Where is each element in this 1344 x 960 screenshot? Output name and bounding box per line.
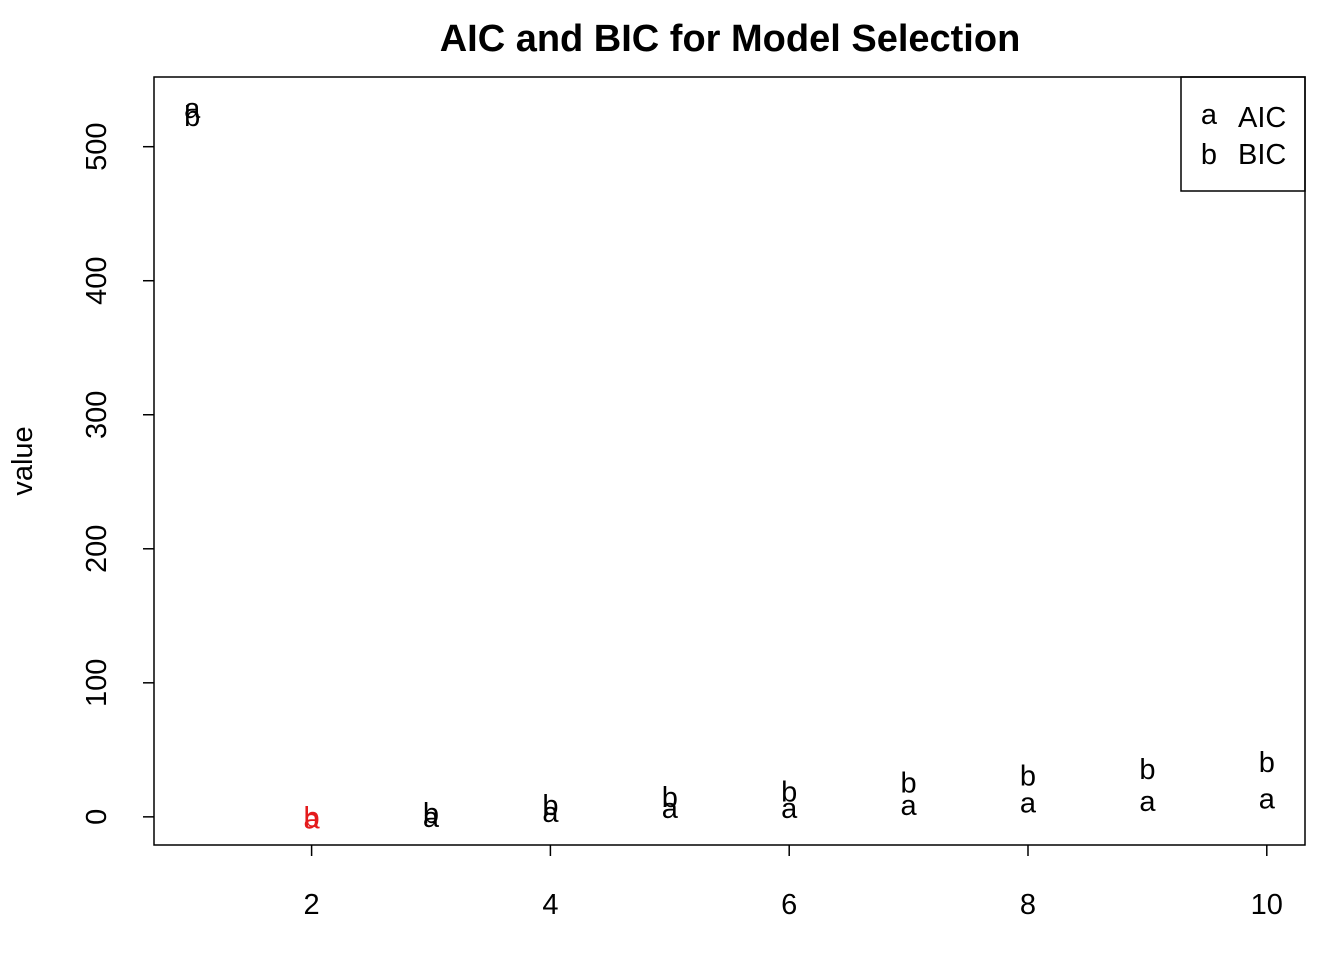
point-bic-1: b — [184, 101, 200, 133]
x-tick-label-2: 2 — [304, 889, 320, 921]
point-bic-5: b — [662, 782, 678, 814]
point-aic-3: a — [423, 802, 440, 834]
point-bic-3: b — [423, 798, 439, 830]
point-aic-5: a — [662, 793, 679, 825]
point-bic-8: b — [1020, 761, 1036, 793]
data-points: aa a a a a a a a abb b b b b b b b b — [184, 93, 1276, 835]
point-aic-6: a — [781, 793, 798, 825]
x-tick-label-10: 10 — [1251, 889, 1283, 921]
point-bic-2: b — [304, 802, 320, 834]
y-tick-label-0: 0 — [81, 809, 113, 825]
point-aic-10: a — [1259, 783, 1276, 815]
legend: a AIC b BIC — [1180, 76, 1306, 192]
point-aic-4: a — [542, 797, 559, 829]
point-aic-1: a — [184, 93, 201, 125]
point-aic-7: a — [901, 790, 918, 822]
point-bic-7: b — [901, 767, 917, 799]
legend-label-bic: BIC — [1238, 139, 1286, 171]
legend-symbol-bic: b — [1201, 139, 1217, 171]
plot-frame — [153, 76, 1306, 846]
y-axis-label: value — [7, 426, 39, 495]
legend-symbol-aic: a — [1201, 99, 1218, 131]
point-bic-4: b — [542, 790, 558, 822]
x-tick-label-8: 8 — [1020, 889, 1036, 921]
legend-label-aic: AIC — [1238, 102, 1286, 134]
point-aic-8: a — [1020, 787, 1037, 819]
y-tick-label-400: 400 — [81, 257, 113, 305]
y-tick-label-300: 300 — [81, 391, 113, 439]
point-aic-2: a — [304, 804, 321, 836]
point-bic-10: b — [1259, 747, 1275, 779]
y-tick-label-200: 200 — [81, 525, 113, 573]
y-tick-label-100: 100 — [81, 659, 113, 707]
y-tick-label-500: 500 — [81, 123, 113, 171]
point-bic-9: b — [1139, 754, 1155, 786]
x-axis: 2 4 6 8 10 — [304, 845, 1283, 921]
legend-box — [1180, 76, 1306, 192]
point-aic-9: a — [1139, 786, 1156, 818]
point-bic-6: b — [781, 777, 797, 809]
x-tick-label-6: 6 — [781, 889, 797, 921]
x-tick-label-4: 4 — [542, 889, 558, 921]
chart-title: AIC and BIC for Model Selection — [440, 18, 1021, 60]
y-axis: 0 100 200 300 400 500 — [81, 123, 154, 825]
